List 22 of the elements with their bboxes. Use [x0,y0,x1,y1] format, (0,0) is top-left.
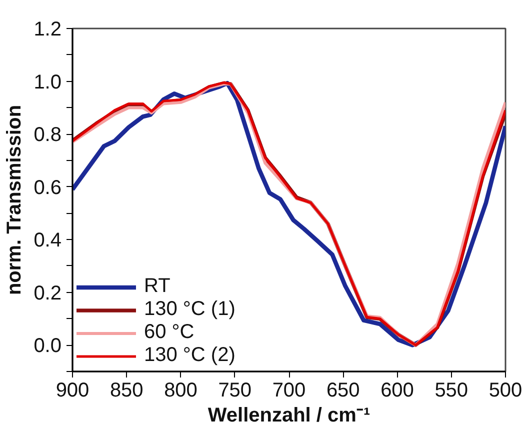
x-tick-label: 600 [380,380,414,402]
x-tick-label: 900 [56,380,90,402]
x-tick-label: 700 [272,380,306,402]
y-axis-title: norm. Transmission [4,104,26,296]
x-tick-label: 800 [164,380,198,402]
y-tick-label: 0.6 [34,176,62,199]
y-tick-label: 0.4 [34,230,62,252]
y-tick-label: 1.0 [34,71,62,94]
legend-label: 60 °C [144,321,194,344]
x-axis-title: Wellenzahl / cm⁻¹ [208,404,370,426]
x-tick-label: 850 [110,380,144,402]
y-tick-label: 1.2 [34,18,62,40]
x-tick-label: 650 [326,380,360,402]
legend-label: 130 °C (1) [144,298,236,321]
legend-label: 130 °C (2) [144,344,236,367]
y-tick-label: 0.0 [34,335,62,358]
y-tick-label: 0.2 [34,282,62,304]
x-tick-label: 500 [488,380,522,402]
legend-label: RT [144,275,170,298]
y-tick-label: 0.8 [34,124,62,146]
x-tick-label: 550 [434,380,468,402]
x-tick-label: 750 [218,380,252,402]
